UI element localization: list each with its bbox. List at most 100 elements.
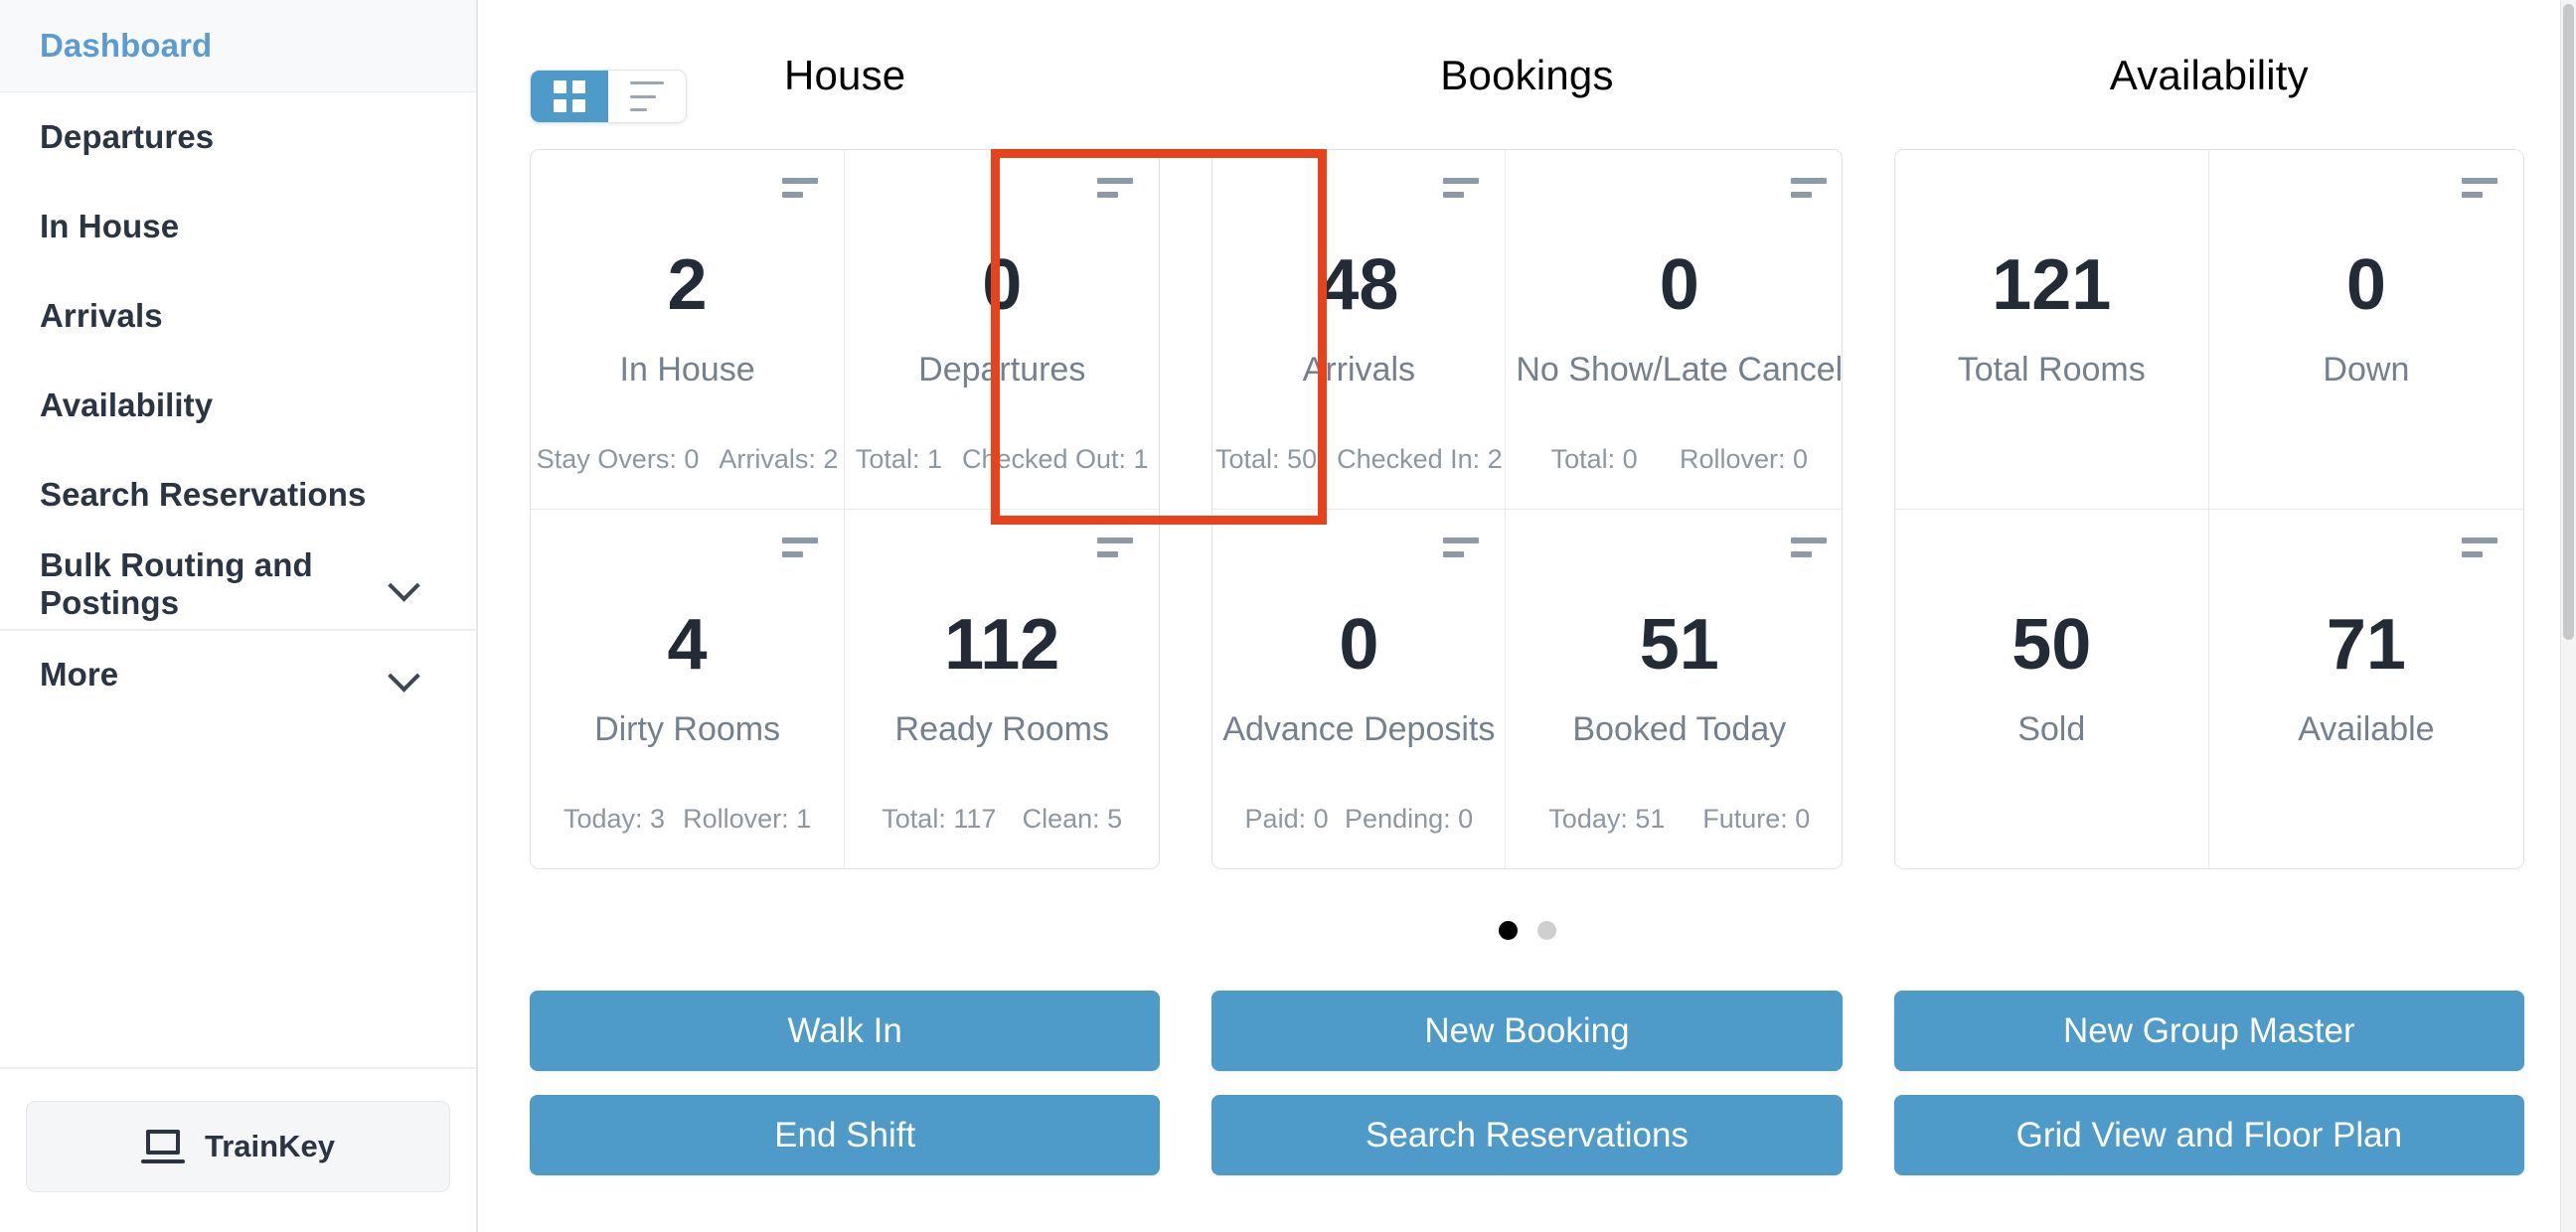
kpi-value: 0 (1659, 245, 1699, 325)
kpi-label: In House (619, 351, 755, 388)
sidebar-spacer (0, 718, 476, 1067)
kpi-card-departures[interactable]: 0 Departures Total: 1 Checked Out: 1 (845, 150, 1160, 510)
sidebar-footer: TrainKey (0, 1067, 476, 1232)
action-button-walk-in[interactable]: Walk In (530, 991, 1161, 1071)
card-menu-icon[interactable] (2461, 537, 2497, 557)
kpi-label: Arrivals (1302, 351, 1416, 388)
action-button-end-shift[interactable]: End Shift (530, 1095, 1161, 1175)
kpi-value: 51 (1639, 604, 1719, 685)
sidebar-item-arrivals[interactable]: Arrivals (0, 271, 476, 361)
kpi-label: Down (2323, 351, 2410, 388)
sidebar-item-label: Bulk Routing and Postings (40, 546, 313, 621)
kpi-label: Total Rooms (1957, 351, 2146, 388)
kpi-substat: Checked Out: 1 (961, 443, 1149, 474)
action-button-search-reservations[interactable]: Search Reservations (1211, 1095, 1843, 1175)
kpi-value: 0 (2345, 245, 2386, 325)
action-button-new-booking[interactable]: New Booking (1211, 991, 1843, 1071)
kpi-card-dirty-rooms[interactable]: 4 Dirty Rooms Today: 3 Rollover: 1 (531, 509, 846, 868)
card-menu-icon[interactable] (1097, 178, 1134, 198)
kpi-card-advance-deposits[interactable]: 0 Advance Deposits Paid: 0 Pending: 0 (1212, 509, 1507, 868)
card-menu-icon[interactable] (1791, 537, 1828, 557)
kpi-card-sold[interactable]: 50 Sold (1894, 509, 2209, 868)
kpi-substats: Stay Overs: 0 Arrivals: 2 (531, 444, 844, 475)
sidebar-item-availability[interactable]: Availability (0, 361, 476, 450)
kpi-substat: Stay Overs: 0 (536, 443, 700, 474)
chevron-down-icon[interactable] (391, 660, 420, 690)
kpi-substats: Paid: 0 Pending: 0 (1212, 804, 1505, 835)
kpi-substat: Total: 1 (855, 443, 942, 474)
kpi-value: 121 (1992, 245, 2112, 325)
kpi-substat: Total: 50 (1215, 443, 1318, 474)
kpi-substats: Total: 0 Rollover: 0 (1506, 443, 1841, 475)
kpi-card-booked-today[interactable]: 51 Booked Today Today: 51 Future: 0 (1506, 509, 1842, 868)
list-view-button[interactable] (608, 71, 686, 122)
group-title-availability: Availability (2109, 52, 2309, 98)
kpi-substat: Checked In: 2 (1337, 443, 1503, 474)
card-menu-icon[interactable] (1443, 178, 1480, 198)
sidebar-item-bulk-routing-and-postings[interactable]: Bulk Routing and Postings (0, 539, 476, 629)
kpi-substat: Today: 3 (564, 804, 666, 834)
kpi-label: Advance Deposits (1222, 709, 1496, 748)
kpi-group-bookings: 48 Arrivals Total: 50 Checked In: 2 0 No Show… (1211, 149, 1843, 869)
pagination-dot-2[interactable] (1536, 920, 1556, 940)
sidebar-item-search-reservations[interactable]: Search Reservations (0, 450, 476, 539)
trainkey-button[interactable]: TrainKey (26, 1101, 450, 1192)
kpi-substat: Total: 117 (882, 804, 997, 834)
pagination-dot-1[interactable] (1498, 920, 1518, 940)
kpi-groups: 2 In House Stay Overs: 0 Arrivals: 2 0 Depart… (530, 149, 2524, 869)
kpi-substats: Today: 3 Rollover: 1 (531, 804, 844, 835)
kpi-substats: Total: 1 Checked Out: 1 (845, 444, 1159, 475)
list-view-icon (630, 81, 664, 111)
sidebar-item-departures[interactable]: Departures (0, 92, 476, 182)
kpi-value: 2 (667, 245, 708, 325)
kpi-value: 48 (1319, 245, 1399, 325)
grid-view-icon (554, 80, 585, 112)
action-column-3: New Group Master Grid View and Floor Plan (1893, 991, 2524, 1175)
chevron-down-icon[interactable] (391, 569, 420, 599)
kpi-value: 0 (982, 245, 1023, 325)
card-menu-icon[interactable] (1097, 537, 1134, 557)
kpi-label: Dirty Rooms (594, 709, 781, 748)
group-titles: House Bookings Availability (530, 0, 2524, 99)
kpi-card-in-house[interactable]: 2 In House Stay Overs: 0 Arrivals: 2 (531, 150, 846, 510)
kpi-value: 50 (2012, 604, 2092, 685)
sidebar-item-in-house[interactable]: In House (0, 182, 476, 271)
kpi-card-arrivals[interactable]: 48 Arrivals Total: 50 Checked In: 2 (1212, 150, 1507, 510)
kpi-label: Available (2298, 709, 2435, 748)
action-button-new-group-master[interactable]: New Group Master (1893, 991, 2524, 1071)
kpi-card-no-show-late-cancel[interactable]: 0 No Show/Late Cancel Total: 0 Rollover: 0 (1506, 150, 1842, 510)
kpi-label: Sold (2017, 709, 2086, 748)
sidebar-nav: Dashboard Departures In House Arrivals Avail… (0, 0, 476, 718)
sidebar-item-label: Search Reservations (40, 476, 367, 513)
kpi-label: Departures (918, 351, 1086, 388)
kpi-card-ready-rooms[interactable]: 112 Ready Rooms Total: 117 Clean: 5 (845, 509, 1160, 868)
kpi-label: Booked Today (1572, 709, 1787, 748)
kpi-value: 4 (667, 604, 708, 685)
page-scrollbar[interactable] (2560, 0, 2576, 1232)
kpi-card-available[interactable]: 71 Available (2208, 509, 2523, 868)
card-menu-icon[interactable] (782, 537, 819, 557)
card-menu-icon[interactable] (1791, 178, 1828, 198)
laptop-icon (141, 1130, 186, 1163)
kpi-value: 112 (944, 604, 1060, 685)
sidebar-item-label: Arrivals (40, 297, 163, 334)
kpi-label: No Show/Late Cancel (1516, 351, 1843, 388)
card-menu-icon[interactable] (782, 178, 819, 198)
card-menu-icon[interactable] (2461, 178, 2497, 198)
kpi-card-total-rooms[interactable]: 121 Total Rooms (1894, 150, 2209, 510)
group-title-house: House (783, 52, 906, 98)
sidebar-item-dashboard[interactable]: Dashboard (0, 0, 476, 92)
kpi-substat: Rollover: 1 (683, 804, 812, 834)
card-menu-icon[interactable] (1443, 537, 1480, 557)
grid-view-button[interactable] (531, 71, 608, 122)
action-button-grid-view-and-floor-plan[interactable]: Grid View and Floor Plan (1893, 1095, 2524, 1175)
sidebar-item-label: More (40, 656, 119, 693)
carousel-pagination (530, 917, 2524, 943)
page-scrollbar-thumb[interactable] (2563, 4, 2574, 640)
kpi-card-down[interactable]: 0 Down (2208, 150, 2523, 510)
kpi-substat: Total: 0 (1550, 443, 1638, 474)
sidebar-item-more[interactable]: More (0, 629, 476, 718)
kpi-substats: Total: 117 Clean: 5 (845, 804, 1159, 835)
kpi-substat: Future: 0 (1702, 804, 1811, 834)
